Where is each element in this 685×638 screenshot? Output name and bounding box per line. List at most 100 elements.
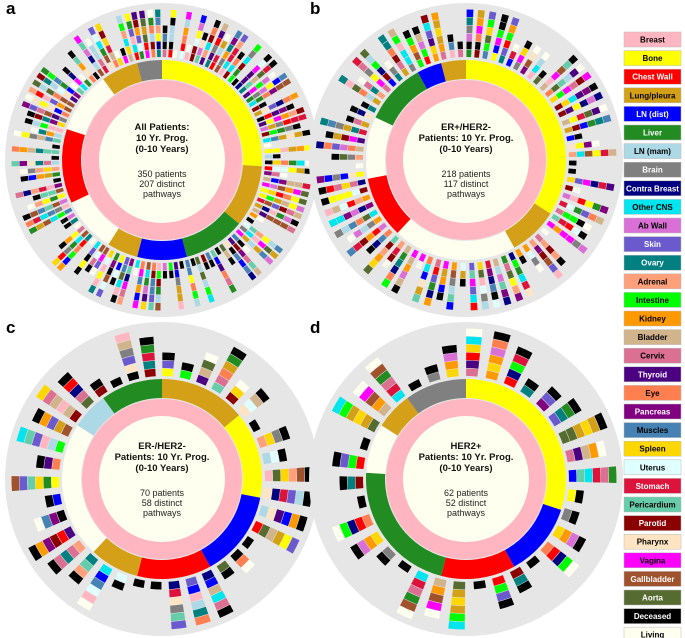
pathway-segment — [567, 94, 578, 104]
pathway-segment — [137, 43, 143, 52]
pathway-segment — [276, 127, 286, 134]
pathway-segment — [302, 129, 311, 137]
pathway-segment — [520, 385, 535, 398]
pathway-segment — [128, 53, 134, 62]
pathway-segment — [576, 469, 585, 483]
pathway-segment — [562, 192, 571, 200]
pathway-segment — [102, 274, 111, 283]
panel-title-line: Patients: 10 Yr. Prog. — [419, 133, 514, 144]
pathway-segment — [449, 277, 456, 287]
pathway-segment — [594, 116, 604, 126]
legend-label: LN (mam) — [634, 147, 671, 156]
pathway-segment — [593, 91, 604, 101]
pathway-segment — [283, 193, 292, 201]
pathway-segment — [572, 186, 582, 194]
pathway-segment — [590, 180, 599, 188]
pathway-segment — [156, 41, 161, 50]
pathway-segment — [427, 371, 441, 383]
pathway-segment — [36, 173, 45, 180]
pathway-segment — [45, 87, 55, 96]
pathway-segment — [227, 256, 236, 266]
pathway-segment — [482, 50, 489, 60]
pathway-segment — [382, 84, 392, 93]
pathway-segment — [66, 86, 75, 95]
pathway-segment — [80, 230, 89, 238]
pathway-segment — [56, 399, 70, 414]
pathway-segment — [339, 154, 348, 160]
pathway-segment — [181, 35, 188, 44]
pathway-segment — [550, 250, 561, 261]
pathway-segment — [580, 209, 590, 219]
pathway-segment — [47, 189, 57, 196]
pathway-segment — [251, 235, 260, 244]
pathway-segment — [399, 251, 408, 261]
pathway-segment — [540, 541, 554, 556]
legend-label: Living — [641, 631, 665, 638]
pathway-segment — [449, 50, 456, 59]
pathway-segment — [556, 78, 567, 88]
pathway-segment — [556, 65, 567, 76]
legend-label: Ovary — [641, 259, 664, 268]
pathway-segment — [72, 56, 82, 65]
pathway-segment — [290, 196, 300, 203]
pathway-segment — [28, 174, 37, 181]
pathway-segment — [550, 71, 561, 81]
legend-swatch — [623, 161, 682, 178]
pathway-segment — [48, 512, 60, 526]
pathway-segment — [364, 112, 374, 120]
pathway-segment — [288, 167, 297, 173]
first-progression-segment — [103, 63, 142, 95]
pathway-segment — [208, 259, 216, 268]
pathway-segment — [584, 200, 594, 209]
pathway-segment — [441, 268, 448, 277]
legend-label: Liver — [643, 129, 662, 138]
pathway-segment — [138, 268, 144, 277]
pathway-segment — [134, 259, 141, 269]
pathway-segment — [62, 66, 71, 75]
pathway-segment — [573, 206, 583, 215]
pathway-segment — [535, 263, 545, 273]
pathway-segment — [191, 45, 198, 55]
pathway-segment — [47, 209, 56, 217]
pathway-segment — [427, 37, 436, 47]
pathway-segment — [382, 546, 396, 560]
pathway-segment — [555, 207, 564, 216]
pathway-segment — [479, 285, 487, 294]
pathway-segment — [255, 95, 264, 104]
pathway-segment — [592, 467, 601, 483]
pathway-segment — [56, 211, 66, 219]
pathway-segment — [272, 166, 281, 172]
pathway-segment — [272, 160, 281, 165]
pathway-segment — [11, 476, 20, 492]
pathway-segment — [274, 244, 284, 254]
pathway-segment — [78, 41, 87, 51]
pathway-segment — [403, 591, 420, 605]
pathway-segment — [356, 495, 367, 509]
pathway-segment — [277, 185, 286, 192]
pathway-segment — [29, 210, 39, 218]
pathway-segment — [434, 258, 442, 268]
pathway-segment — [54, 182, 63, 189]
first-progression-segment — [366, 472, 446, 576]
pathway-segment — [460, 270, 466, 279]
pathway-segment — [371, 227, 381, 237]
pathway-segment — [32, 120, 41, 127]
pathway-segment — [556, 256, 566, 267]
pathway-segment — [324, 207, 334, 217]
pathway-segment — [526, 70, 536, 80]
pathway-segment — [269, 129, 278, 136]
pathway-segment — [261, 76, 271, 85]
pathway-segment — [298, 198, 308, 206]
pathway-segment — [364, 67, 374, 78]
pathway-segment — [564, 184, 574, 192]
pathway-segment — [519, 65, 529, 75]
pathway-segment — [351, 83, 362, 93]
pathway-segment — [292, 188, 302, 196]
pathway-segment — [400, 49, 409, 59]
sunburst-panel-d: HER2+Patients: 10 Yr. Prog.(0-10 Years) 6… — [309, 322, 623, 636]
legend-swatch — [623, 589, 682, 606]
pathway-segment — [141, 293, 148, 302]
pathway-segment — [56, 509, 68, 523]
pathway-segment — [256, 215, 265, 223]
pathway-segment — [21, 100, 31, 109]
